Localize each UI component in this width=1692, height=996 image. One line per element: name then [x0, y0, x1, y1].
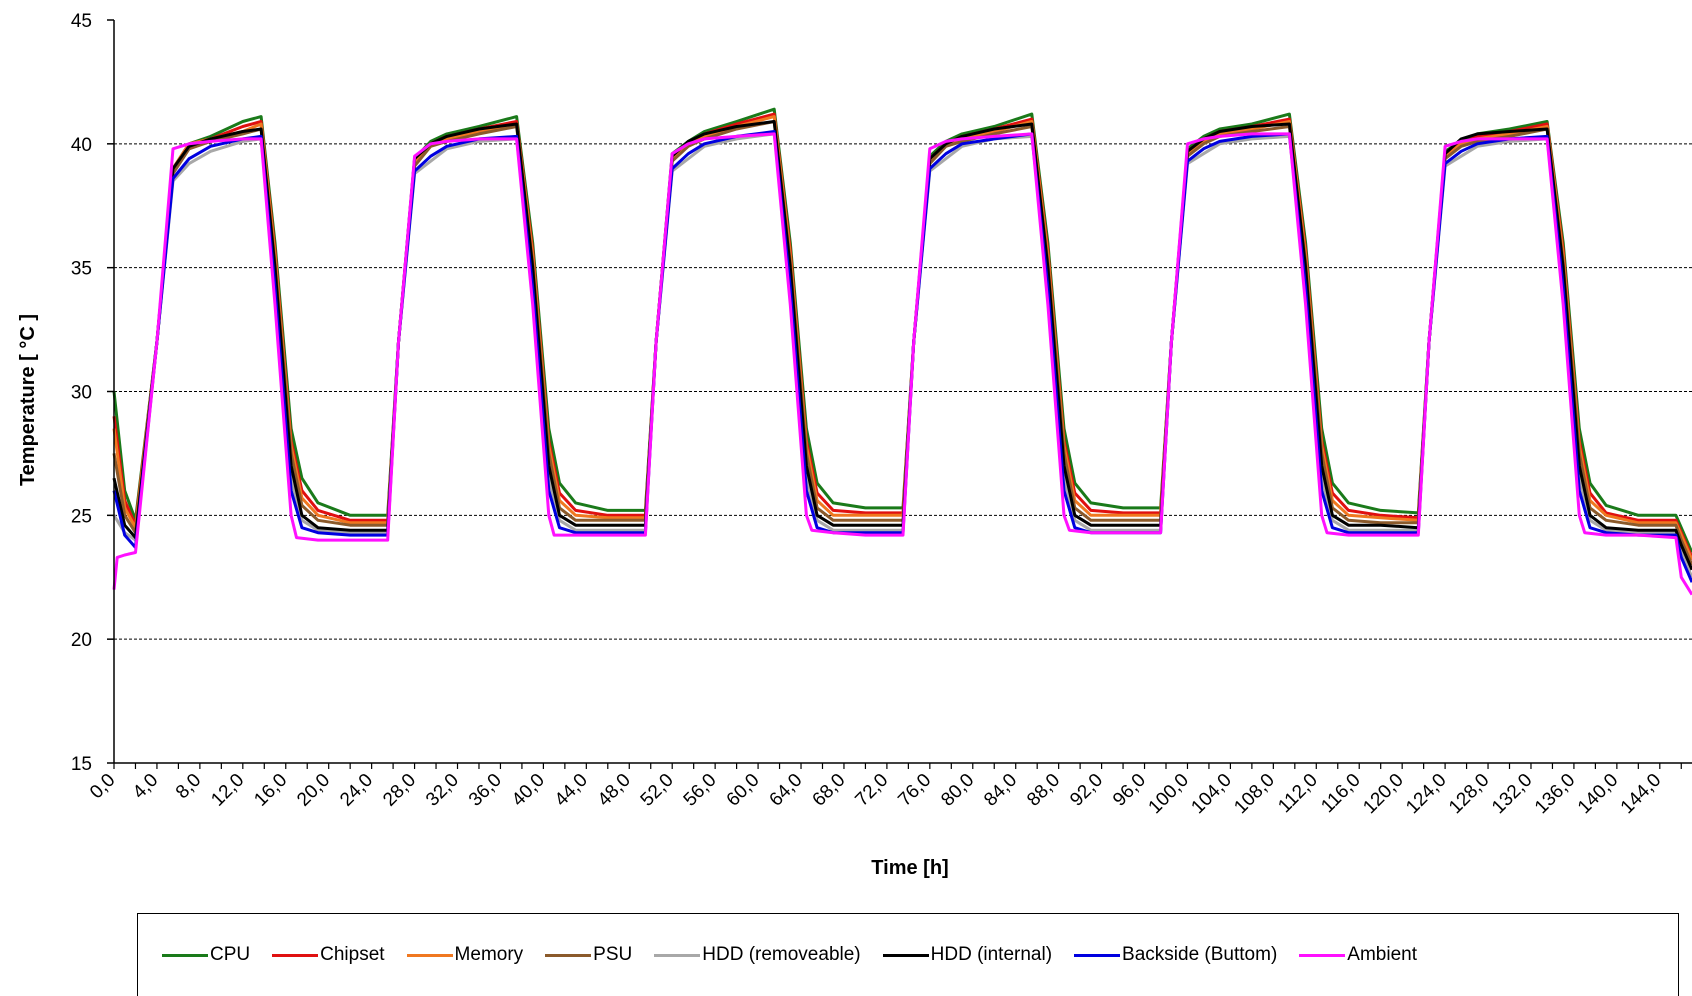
x-tick-label: 68,0: [809, 770, 850, 811]
legend-item: Backside (Buttom): [1074, 944, 1277, 966]
x-tick-label: 84,0: [980, 770, 1021, 811]
x-tick-label: 44,0: [551, 770, 592, 811]
x-tick-label: 72,0: [851, 770, 892, 811]
x-tick-label: 12,0: [207, 770, 248, 811]
x-tick-label: 144,0: [1617, 770, 1665, 818]
series-line: [112, 132, 1692, 596]
x-tick-label: 16,0: [250, 770, 291, 811]
x-tick-label: 140,0: [1574, 770, 1622, 818]
axes: [107, 19, 1692, 769]
legend-label: Memory: [454, 944, 524, 965]
x-tick-label: 36,0: [465, 770, 506, 811]
legend-item: Memory: [406, 944, 524, 966]
x-tick-label: 20,0: [293, 770, 334, 811]
x-tick-label: 60,0: [723, 770, 764, 811]
x-tick-label: 28,0: [379, 770, 420, 811]
x-axis-title: Time [h]: [871, 857, 948, 879]
y-tick-label: 35: [71, 259, 92, 280]
legend-entries: CPU Chipset Memory PSU HDD (removeable) HDD (…: [162, 944, 1439, 966]
legend-item: HDD (removeable): [654, 944, 861, 966]
series-line: [112, 120, 1692, 566]
legend-item: Chipset: [272, 944, 385, 966]
series-line: [112, 120, 1692, 571]
legend-swatch: [162, 953, 208, 957]
x-tick-label: 116,0: [1317, 770, 1364, 817]
x-tick-label: 56,0: [680, 770, 721, 811]
legend-label: Backside (Buttom): [1122, 944, 1278, 965]
gridlines: [114, 143, 1692, 640]
legend-label: HDD (removeable): [702, 944, 861, 965]
x-tick-label: 76,0: [894, 770, 935, 811]
x-tick-labels: 0,0 4,0 8,0 12,0 16,0 20,0 24,0 28,0 32,0 36,0 40,…: [86, 770, 1665, 818]
x-tick-label: 48,0: [594, 770, 635, 811]
legend-swatch: [882, 953, 929, 957]
x-tick-label: 112,0: [1274, 770, 1321, 817]
legend-swatch: [406, 953, 453, 957]
legend-label: Chipset: [320, 944, 385, 965]
x-tick-label: 104,0: [1187, 770, 1235, 818]
series-lines: [112, 107, 1692, 596]
x-tick-label: 64,0: [766, 770, 807, 811]
x-tick-label: 96,0: [1109, 770, 1150, 811]
x-tick-label: 100,0: [1145, 770, 1193, 818]
x-tick-label: 120,0: [1359, 770, 1407, 818]
x-tick-label: 92,0: [1066, 770, 1107, 811]
legend-label: HDD (internal): [930, 944, 1053, 965]
legend-swatch: [654, 953, 701, 957]
series-line: [112, 112, 1692, 558]
x-tick-label: 32,0: [422, 770, 463, 811]
x-tick-label: 24,0: [336, 770, 377, 811]
legend-label: CPU: [210, 944, 251, 965]
y-tick-label: 30: [71, 383, 92, 404]
legend-swatch: [1299, 953, 1346, 957]
y-tick-label: 25: [71, 506, 92, 527]
x-tick-label: 124,0: [1402, 770, 1450, 818]
legend-item: CPU: [162, 944, 250, 966]
y-tick-label: 40: [71, 135, 92, 156]
legend-item: PSU: [545, 944, 632, 966]
legend-swatch: [545, 953, 592, 957]
series-line: [112, 107, 1692, 554]
legend-swatch: [1074, 953, 1121, 957]
y-tick-label: 15: [71, 754, 92, 775]
x-tick-label: 108,0: [1230, 770, 1278, 818]
x-tick-label: 136,0: [1531, 770, 1579, 818]
x-tick-label: 40,0: [508, 770, 549, 811]
series-line: [112, 115, 1692, 561]
x-tick-label: 88,0: [1023, 770, 1064, 811]
y-tick-label: 20: [71, 630, 92, 651]
y-tick-label: 45: [71, 11, 92, 32]
y-axis-title: Temperature [ °C ]: [17, 314, 39, 486]
legend-label: Ambient: [1347, 944, 1417, 965]
legend-item: Ambient: [1299, 944, 1417, 966]
x-tick-label: 80,0: [937, 770, 978, 811]
legend-item: HDD (internal): [882, 944, 1053, 966]
legend-swatch: [272, 953, 319, 957]
x-tick-label: 8,0: [172, 770, 206, 804]
x-tick-label: 132,0: [1488, 770, 1536, 818]
x-tick-label: 52,0: [637, 770, 678, 811]
y-tick-labels: 15 20 25 30 35 40 45: [71, 11, 92, 775]
legend: CPU Chipset Memory PSU HDD (removeable) HDD (…: [137, 913, 1679, 996]
legend-label: PSU: [593, 944, 633, 965]
x-tick-label: 128,0: [1445, 770, 1493, 818]
x-tick-label: 4,0: [129, 770, 163, 804]
